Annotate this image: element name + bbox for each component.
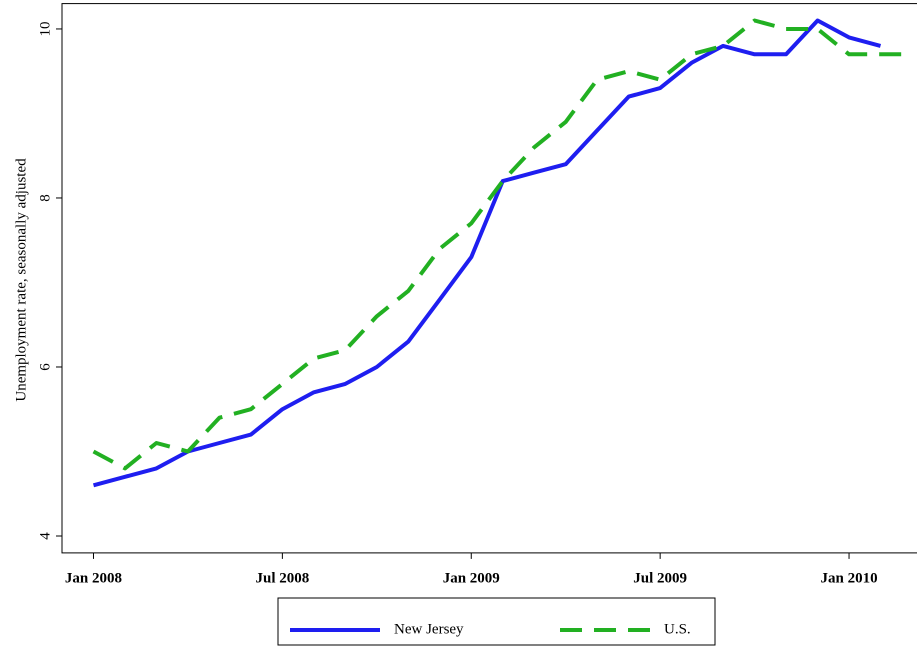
y-tick-label: 8 bbox=[37, 194, 53, 202]
x-tick-label: Jan 2010 bbox=[820, 570, 877, 586]
series-line bbox=[92, 18, 882, 488]
y-axis-label: Unemployment rate, seasonally adjusted bbox=[13, 158, 29, 402]
x-tick-label: Jul 2008 bbox=[255, 570, 309, 586]
legend-label: New Jersey bbox=[394, 621, 464, 637]
x-tick-label: Jul 2009 bbox=[633, 570, 687, 586]
y-tick-label: 6 bbox=[37, 363, 53, 371]
x-tick-label: Jan 2008 bbox=[65, 570, 122, 586]
y-tick-label: 4 bbox=[37, 532, 53, 540]
y-tick-label: 10 bbox=[37, 21, 53, 36]
legend-box bbox=[277, 597, 716, 646]
x-tick-label: Jan 2009 bbox=[443, 570, 500, 586]
series-line bbox=[92, 18, 912, 471]
plot-frame bbox=[61, 3, 917, 554]
legend-label: U.S. bbox=[664, 621, 691, 637]
